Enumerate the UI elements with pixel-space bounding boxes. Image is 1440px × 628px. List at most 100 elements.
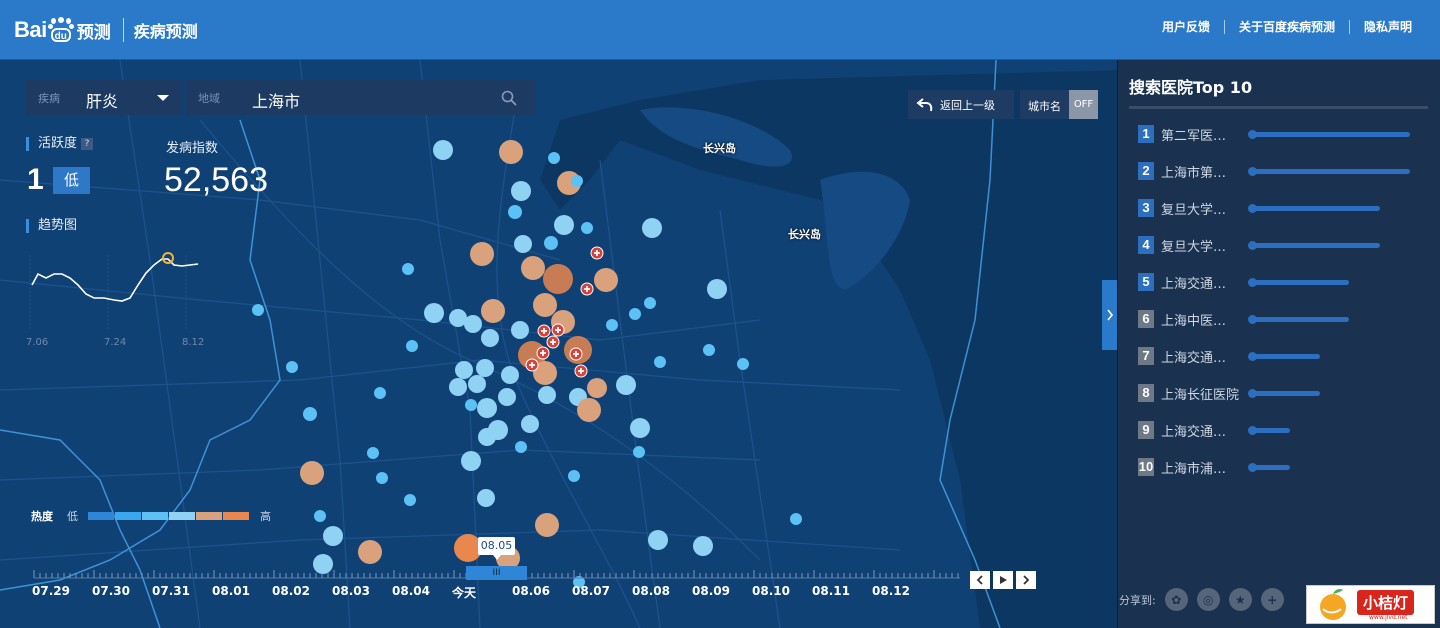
- timeline-date[interactable]: 08.08: [632, 584, 670, 598]
- rank-level-dot: [1248, 241, 1257, 250]
- timeline-date[interactable]: 08.06: [512, 584, 550, 598]
- timeline-date[interactable]: 07.30: [92, 584, 130, 598]
- logo-text: Bai: [14, 17, 47, 42]
- trend-tick: 8.12: [182, 337, 205, 348]
- prev-button[interactable]: [970, 571, 990, 589]
- area-label: 地域: [198, 92, 220, 105]
- hospital-rank-row[interactable]: 3 复旦大学…: [1138, 198, 1428, 218]
- timeline-tooltip: 08.05: [478, 537, 515, 560]
- data-bubbles: [252, 140, 802, 588]
- chevron-right-icon: [1106, 309, 1113, 321]
- feedback-link[interactable]: 用户反馈: [1161, 20, 1210, 34]
- play-button[interactable]: [993, 571, 1013, 589]
- share-bar: 分享到: ✿ ◎ ★ +: [1119, 588, 1284, 611]
- back-button[interactable]: 返回上一级: [908, 90, 1014, 119]
- heat-legend-title: 热度: [31, 510, 53, 523]
- city-name-label: 城市名: [1028, 100, 1061, 113]
- hospital-rank-row[interactable]: 6 上海中医…: [1138, 309, 1428, 329]
- hospital-rank-row[interactable]: 9 上海交通…: [1138, 420, 1428, 440]
- rank-level-bar: [1250, 391, 1320, 396]
- rank-number: 10: [1138, 458, 1154, 476]
- baidu-logo[interactable]: Bai du 预测 疾病预测: [14, 14, 198, 46]
- privacy-link[interactable]: 隐私声明: [1348, 20, 1440, 34]
- timeline-date[interactable]: 07.29: [32, 584, 70, 598]
- help-icon[interactable]: ?: [81, 138, 94, 150]
- sidebar-title: 搜索医院Top 10: [1129, 78, 1253, 97]
- search-bar: 疾病 肝炎 地域 上海市: [26, 80, 535, 115]
- rank-level-bar: [1250, 354, 1320, 359]
- timeline-date[interactable]: 07.31: [152, 584, 190, 598]
- activity-value: 1: [27, 163, 44, 196]
- baidu-share-icon[interactable]: ✿: [1164, 588, 1188, 611]
- timeline-date[interactable]: 今天: [452, 586, 477, 600]
- watermark-text: 小桔灯: [1357, 590, 1415, 615]
- product-title: 疾病预测: [133, 22, 198, 41]
- timeline-handle[interactable]: III: [466, 566, 527, 580]
- rank-level-bar: [1250, 428, 1290, 433]
- hospital-name: 上海交通…: [1161, 425, 1227, 440]
- map-canvas[interactable]: [0, 60, 1117, 628]
- area-value: 上海市: [252, 92, 301, 111]
- rank-number: 7: [1138, 347, 1154, 365]
- trend-chart[interactable]: [24, 240, 224, 350]
- disease-value: 肝炎: [86, 92, 119, 111]
- city-name-switch[interactable]: OFF: [1069, 90, 1098, 119]
- trend-line: [31, 258, 199, 302]
- trend-tick: 7.24: [104, 337, 127, 348]
- timeline-date[interactable]: 08.09: [692, 584, 730, 598]
- disease-select[interactable]: 疾病 肝炎: [26, 80, 181, 115]
- city-name-toggle[interactable]: 城市名 OFF: [1020, 90, 1098, 119]
- trend-marker[interactable]: [162, 252, 174, 264]
- activity-label: 活跃度?: [26, 137, 94, 151]
- timeline-date[interactable]: 08.04: [392, 584, 430, 598]
- rank-level-bar: [1250, 169, 1410, 174]
- about-link[interactable]: 关于百度疾病预测: [1223, 20, 1349, 34]
- search-icon[interactable]: [501, 90, 517, 106]
- back-label: 返回上一级: [940, 98, 995, 112]
- timeline-date[interactable]: 08.11: [812, 584, 850, 598]
- hospital-rank-row[interactable]: 10 上海市浦…: [1138, 457, 1428, 477]
- weibo-icon[interactable]: ◎: [1196, 588, 1220, 611]
- rank-level-dot: [1248, 463, 1257, 472]
- rank-number: 4: [1138, 236, 1154, 254]
- hospital-rank-row[interactable]: 4 复旦大学…: [1138, 235, 1428, 255]
- heat-legend: 热度 低 高: [31, 508, 271, 524]
- rank-level-dot: [1248, 389, 1257, 398]
- back-arrow-icon: [916, 97, 933, 111]
- plus-icon[interactable]: +: [1260, 588, 1284, 611]
- rank-level-bar: [1250, 132, 1410, 137]
- trend-label: 趋势图: [26, 219, 77, 233]
- area-input[interactable]: 地域 上海市: [186, 80, 535, 115]
- chevron-right-icon: [1023, 575, 1030, 585]
- hospital-name: 第二军医…: [1161, 129, 1227, 144]
- timeline-date[interactable]: 08.01: [212, 584, 250, 598]
- timeline-date[interactable]: 08.12: [872, 584, 910, 598]
- rank-number: 5: [1138, 273, 1154, 291]
- rank-level-bar: [1250, 280, 1349, 285]
- trend-tick: 7.06: [26, 337, 49, 348]
- timeline-date[interactable]: 08.10: [752, 584, 790, 598]
- hospital-rank-row[interactable]: 7 上海交通…: [1138, 346, 1428, 366]
- orange-icon: [1320, 589, 1346, 620]
- heat-color-scale: [88, 512, 250, 520]
- hospital-rank-row[interactable]: 1 第二军医…: [1138, 124, 1428, 144]
- top-links: 用户反馈 关于百度疾病预测 隐私声明: [1148, 20, 1440, 34]
- hospital-rank-row[interactable]: 8 上海长征医院: [1138, 383, 1428, 403]
- panel-toggle-button[interactable]: [1102, 280, 1117, 350]
- index-value: 52,563: [164, 161, 268, 199]
- heat-legend-high: 高: [260, 510, 271, 523]
- rank-level-dot: [1248, 315, 1257, 324]
- hospital-rank-row[interactable]: 5 上海交通…: [1138, 272, 1428, 292]
- star-icon[interactable]: ★: [1228, 588, 1252, 611]
- hospital-rank-row[interactable]: 2 上海市第…: [1138, 161, 1428, 181]
- heat-color-swatch: [223, 512, 249, 520]
- chevron-down-icon[interactable]: [157, 95, 169, 101]
- map-label: 长兴岛: [703, 142, 736, 155]
- map-base: [0, 60, 1117, 628]
- next-button[interactable]: [1016, 571, 1036, 589]
- timeline-date[interactable]: 08.07: [572, 584, 610, 598]
- watermark-url: www.jlvd.net: [1369, 614, 1408, 621]
- timeline-date[interactable]: 08.02: [272, 584, 310, 598]
- share-label: 分享到:: [1119, 593, 1156, 607]
- timeline-date[interactable]: 08.03: [332, 584, 370, 598]
